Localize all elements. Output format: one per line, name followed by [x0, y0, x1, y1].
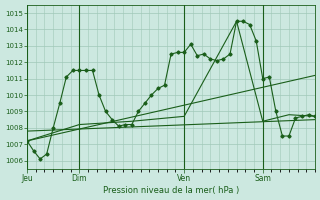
- X-axis label: Pression niveau de la mer( hPa ): Pression niveau de la mer( hPa ): [103, 186, 239, 195]
